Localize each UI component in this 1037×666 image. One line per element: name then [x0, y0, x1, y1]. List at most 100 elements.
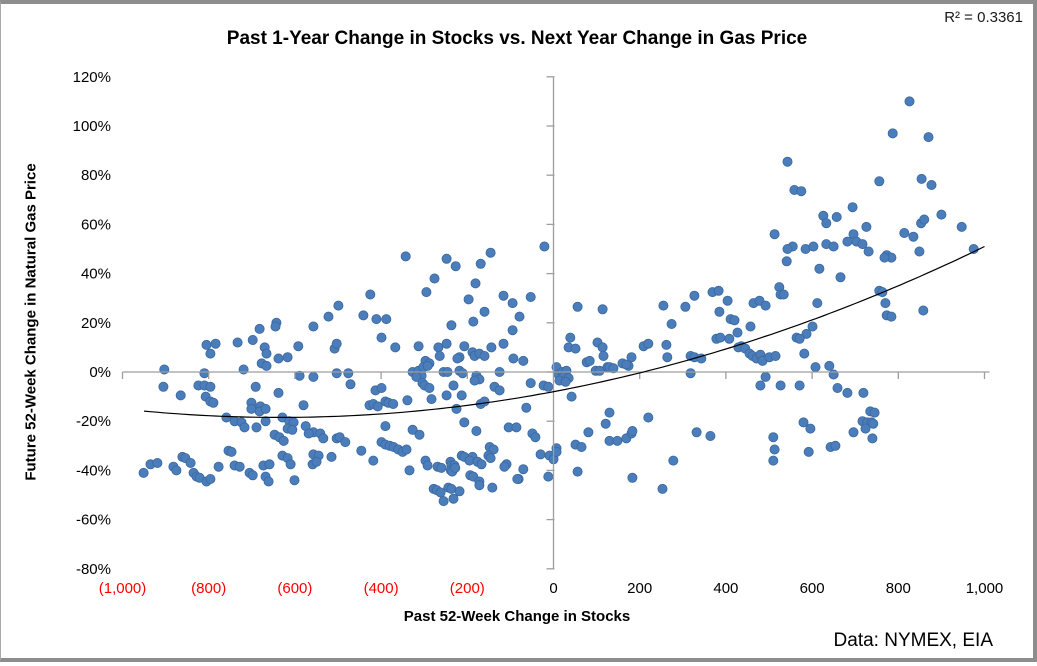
x-tick-label: 0 [549, 580, 557, 597]
data-point [479, 306, 490, 317]
data-point [285, 459, 296, 470]
data-point [424, 382, 435, 393]
data-point [487, 482, 498, 493]
data-point [498, 338, 509, 349]
data-point [208, 397, 219, 408]
data-point [657, 483, 668, 494]
data-point [768, 432, 779, 443]
data-point [867, 433, 878, 444]
data-point [551, 446, 562, 457]
data-point [612, 435, 623, 446]
data-point [422, 460, 433, 471]
data-point [441, 390, 452, 401]
data-point [715, 332, 726, 343]
data-point [463, 294, 474, 305]
data-point [448, 493, 459, 504]
data-point [199, 368, 210, 379]
data-point [828, 369, 839, 380]
data-point [413, 341, 424, 352]
data-point [689, 290, 700, 301]
data-point [303, 428, 314, 439]
data-point [326, 451, 337, 462]
data-point [298, 400, 309, 411]
data-point [530, 432, 541, 443]
data-point [814, 263, 825, 274]
data-point [454, 486, 465, 497]
data-point [782, 156, 793, 167]
data-point [308, 371, 319, 382]
data-point [627, 425, 638, 436]
data-point [446, 320, 457, 331]
data-point [358, 310, 369, 321]
data-point [311, 456, 322, 467]
data-point [658, 300, 669, 311]
data-point [426, 394, 437, 405]
data-point [879, 252, 890, 263]
data-point [171, 465, 182, 476]
data-point [835, 272, 846, 283]
data-point [830, 440, 841, 451]
data-point [831, 211, 842, 222]
data-point [576, 441, 587, 452]
data-point [842, 236, 853, 247]
data-point [448, 380, 459, 391]
x-tick-label: 1,000 [966, 580, 1004, 597]
data-point [794, 380, 805, 391]
data-point [438, 496, 449, 507]
data-point [254, 323, 265, 334]
scatter-plot: (1,000) (800) (600) (400) (200) 0 200 400 600 800… [73, 69, 1004, 597]
data-point [926, 179, 937, 190]
data-point [485, 453, 496, 464]
data-point [470, 278, 481, 289]
data-point [388, 398, 399, 409]
data-point [768, 455, 779, 466]
data-point [390, 342, 401, 353]
y-tick-label: -80% [76, 561, 111, 578]
data-point [842, 387, 853, 398]
data-point [604, 407, 615, 418]
data-point [805, 423, 816, 434]
data-point [685, 368, 696, 379]
data-point [239, 422, 250, 433]
data-point [572, 466, 583, 477]
data-point [535, 449, 546, 460]
data-point [729, 315, 740, 326]
data-point [468, 316, 479, 327]
x-tick-label: (800) [191, 580, 226, 597]
y-tick-label: 40% [81, 266, 111, 283]
data-point [318, 433, 329, 444]
data-point [597, 342, 608, 353]
data-point [441, 253, 452, 264]
data-point [543, 471, 554, 482]
trendline [144, 245, 985, 418]
data-point [464, 455, 475, 466]
data-point [863, 246, 874, 257]
data-point [499, 461, 510, 472]
y-tick-label: 0% [89, 364, 111, 381]
data-point [331, 338, 342, 349]
data-point [810, 362, 821, 373]
data-point [474, 480, 485, 491]
data-point [436, 462, 447, 473]
data-point [621, 359, 632, 370]
data-point [331, 368, 342, 379]
data-point [238, 364, 249, 375]
y-tick-label: 80% [81, 167, 111, 184]
data-point [880, 298, 891, 309]
data-point [261, 348, 272, 359]
y-tick-label: 20% [81, 315, 111, 332]
data-point [485, 247, 496, 258]
x-tick-label: 600 [800, 580, 825, 597]
y-tick-label: 60% [81, 216, 111, 233]
data-point [175, 390, 186, 401]
data-point [861, 221, 872, 232]
data-point [414, 429, 425, 440]
data-point [333, 300, 344, 311]
data-point [824, 360, 835, 371]
data-point [507, 298, 518, 309]
data-point [923, 132, 934, 143]
data-point [205, 381, 216, 392]
data-point [287, 424, 298, 435]
data-point [476, 459, 487, 470]
data-point [594, 365, 605, 376]
